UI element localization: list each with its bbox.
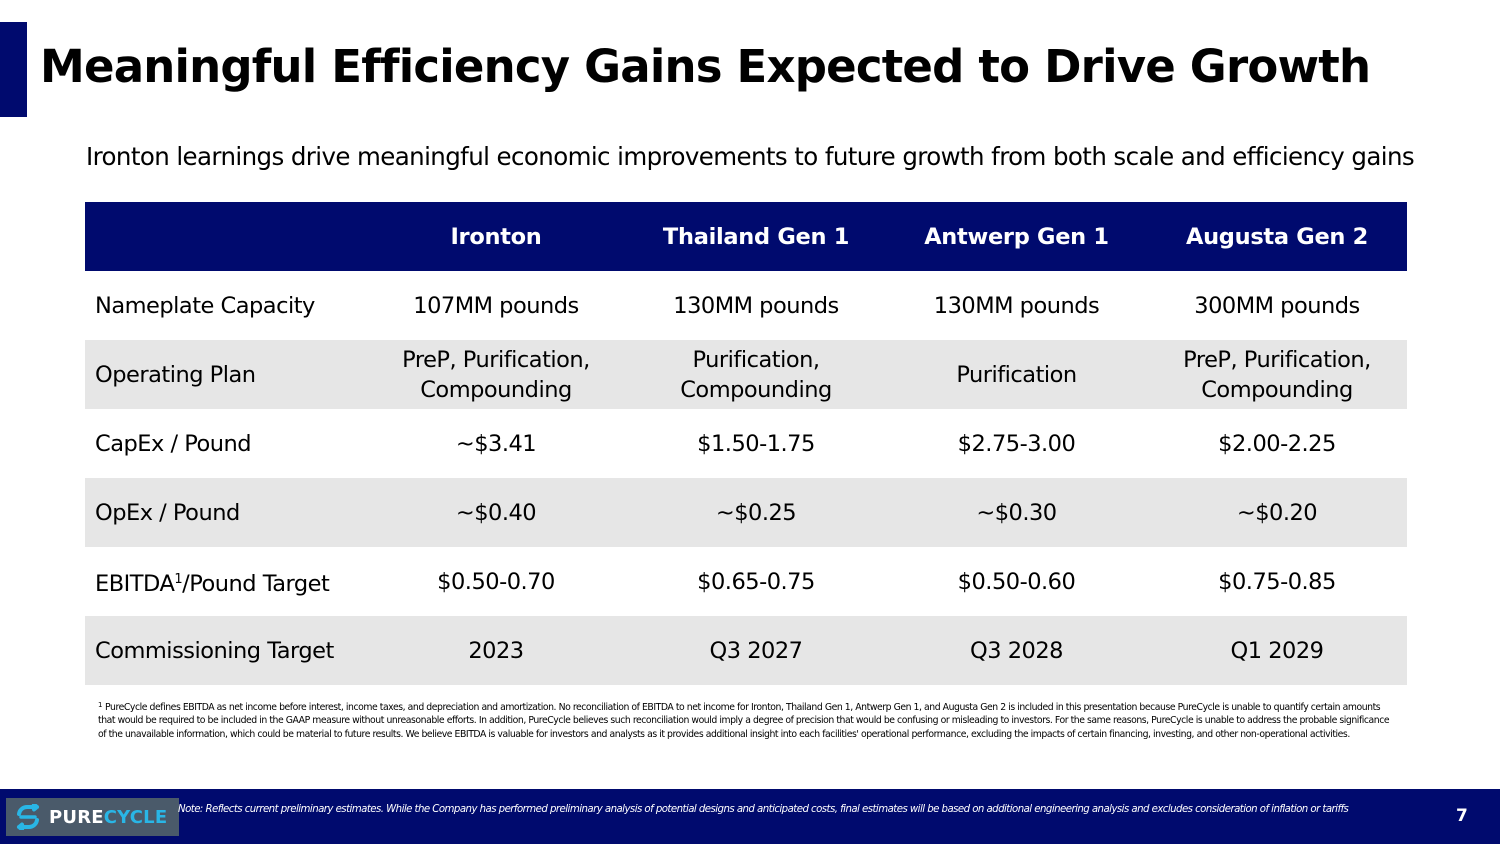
table-cell: $1.50-1.75 <box>697 430 815 457</box>
footnote-marker: 1 <box>174 571 183 587</box>
table-row-capex-per-pound: CapEx / Pound ~$3.41 $1.50-1.75 $2.75-3.… <box>85 409 1407 478</box>
row-label-text: EBITDA <box>95 570 175 597</box>
table-cell: PreP, Purification, Compounding <box>1147 340 1407 409</box>
column-header-label <box>85 202 366 271</box>
table-cell: Purification <box>886 340 1147 409</box>
row-label: Nameplate Capacity <box>95 292 315 319</box>
table-cell: ~$0.25 <box>626 478 886 547</box>
cell-line: Purification <box>956 361 1077 388</box>
row-label-suffix: /Pound Target <box>182 570 330 597</box>
page-number: 7 <box>1456 806 1468 826</box>
footnote-mark: 1 <box>98 701 103 709</box>
table-cell: ~$0.40 <box>366 478 626 547</box>
table-cell: Q1 2029 <box>1147 616 1407 685</box>
table-cell: Q3 2028 <box>886 616 1147 685</box>
table-cell: ~$0.20 <box>1147 478 1407 547</box>
row-label: Operating Plan <box>85 340 366 409</box>
table-row-commissioning-target: Commissioning Target 2023 Q3 2027 Q3 202… <box>85 616 1407 685</box>
row-label: Commissioning Target <box>85 616 366 685</box>
table-cell: $2.75-3.00 <box>957 430 1076 457</box>
row-label: OpEx / Pound <box>85 478 366 547</box>
table-cell: PreP, Purification, Compounding <box>366 340 626 409</box>
table-row-opex-per-pound: OpEx / Pound ~$0.40 ~$0.25 ~$0.30 ~$0.20 <box>85 478 1407 547</box>
column-header-augusta-gen-2: Augusta Gen 2 <box>1147 202 1407 271</box>
table-cell: 2023 <box>366 616 626 685</box>
table-cell: 107MM pounds <box>413 292 579 319</box>
table-cell: $0.75-0.85 <box>1218 568 1336 595</box>
table-cell: $0.50-0.60 <box>957 568 1076 595</box>
logo-text-cycle: CYCLE <box>103 806 168 828</box>
slide-title: Meaningful Efficiency Gains Expected to … <box>40 40 1371 93</box>
disclaimer-note: Note: Reflects current preliminary estim… <box>178 804 1349 815</box>
title-accent-bar <box>0 22 27 117</box>
table-cell: 130MM pounds <box>933 292 1100 319</box>
column-header-ironton: Ironton <box>366 202 626 271</box>
table-row-operating-plan: Operating Plan PreP, Purification, Compou… <box>85 340 1407 409</box>
table-cell: ~$3.41 <box>455 430 537 457</box>
table-cell: Q3 2027 <box>626 616 886 685</box>
ebitda-footnote: 1 PureCycle defines EBITDA as net income … <box>98 699 1398 741</box>
table-cell: $0.50-0.70 <box>437 568 555 595</box>
purecycle-logo-icon <box>17 804 39 830</box>
logo-text-pure: PURE <box>49 806 104 828</box>
table-cell: $2.00-2.25 <box>1218 430 1336 457</box>
cell-line: Purification, <box>692 346 820 373</box>
table-row-nameplate-capacity: Nameplate Capacity 107MM pounds 130MM po… <box>85 271 1407 340</box>
table-cell: ~$0.30 <box>886 478 1147 547</box>
footer-bar: PURECYCLE Note: Reflects current prelimi… <box>0 789 1500 844</box>
row-label: CapEx / Pound <box>95 430 252 457</box>
cell-line: Compounding <box>420 376 572 403</box>
cell-line: Compounding <box>1201 376 1353 403</box>
table-row-ebitda-per-pound-target: EBITDA1/Pound Target $0.50-0.70 $0.65-0.… <box>85 547 1407 616</box>
cell-line: Compounding <box>680 376 832 403</box>
table-cell: 130MM pounds <box>673 292 839 319</box>
footnote-text: PureCycle defines EBITDA as net income b… <box>98 702 1390 740</box>
row-label: EBITDA1/Pound Target <box>85 547 366 616</box>
logo-wordmark: PURECYCLE <box>49 807 167 828</box>
slide-subtitle: Ironton learnings drive meaningful econo… <box>85 142 1415 171</box>
table-cell: Purification, Compounding <box>626 340 886 409</box>
cell-line: PreP, Purification, <box>1183 346 1371 373</box>
cell-line: PreP, Purification, <box>402 346 590 373</box>
column-header-thailand-gen-1: Thailand Gen 1 <box>626 202 886 271</box>
table-cell: 300MM pounds <box>1194 292 1360 319</box>
comparison-table: Ironton Thailand Gen 1 Antwerp Gen 1 Aug… <box>85 202 1407 685</box>
table-cell: $0.65-0.75 <box>697 568 815 595</box>
purecycle-logo: PURECYCLE <box>6 798 179 836</box>
column-header-antwerp-gen-1: Antwerp Gen 1 <box>886 202 1147 271</box>
table-header-row: Ironton Thailand Gen 1 Antwerp Gen 1 Aug… <box>85 202 1407 271</box>
